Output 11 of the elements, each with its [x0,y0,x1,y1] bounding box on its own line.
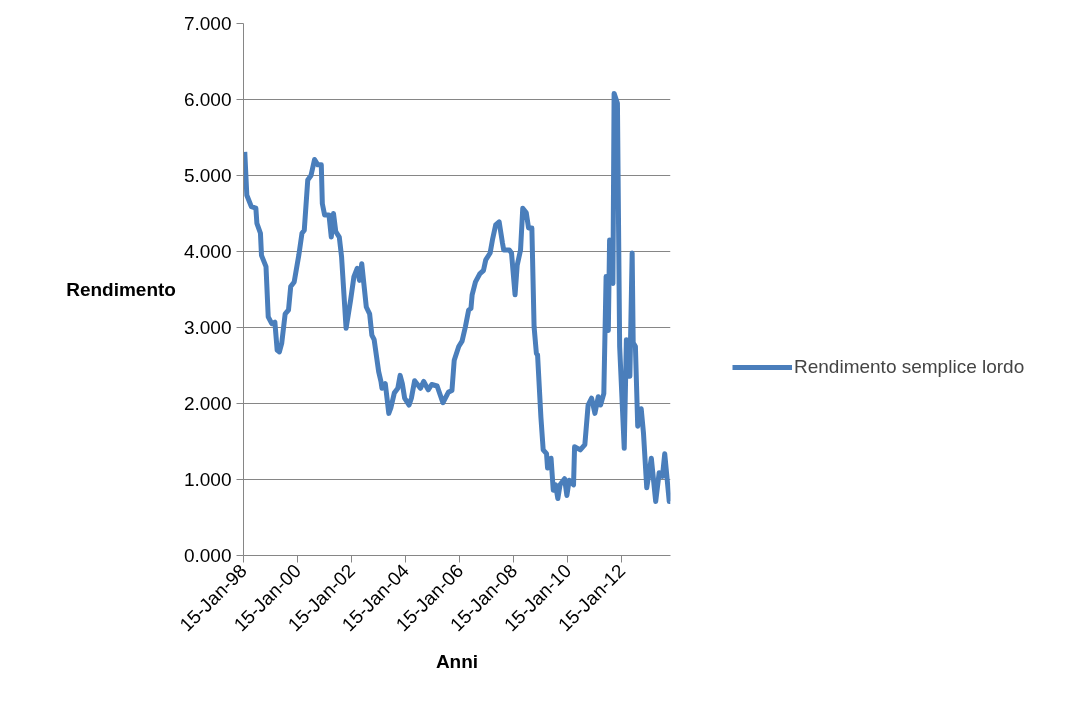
y-tick-label: 4.000 [183,241,232,262]
y-tick-label: 7.000 [183,13,232,34]
legend-label: Rendimento semplice lordo [794,356,1025,378]
y-tick-label: 2.000 [183,393,232,414]
y-tick-label: 5.000 [183,165,232,186]
y-tick-label: 1.000 [183,469,232,490]
y-tick-label: 6.000 [183,89,232,110]
x-axis-title: Anni [435,650,479,672]
y-tick-label: 3.000 [183,317,232,338]
y-tick-label: 0.000 [183,545,232,566]
y-axis-title: Rendimento [66,279,176,300]
